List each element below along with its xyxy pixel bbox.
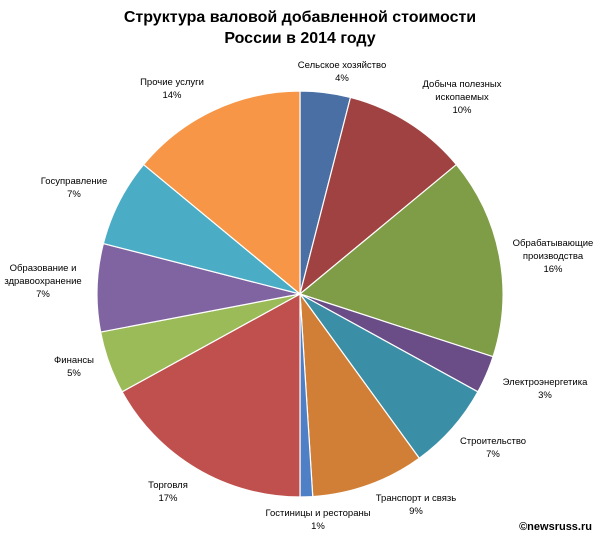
pie-slice-6 bbox=[299, 291, 421, 498]
pie-slice-12 bbox=[142, 90, 301, 296]
slice-label-5: Строительство 7% bbox=[460, 436, 526, 460]
slice-label-6: Транспорт и связь 9% bbox=[376, 493, 456, 517]
pie-slices bbox=[96, 90, 504, 498]
pie-slice-2 bbox=[298, 96, 458, 296]
chart-title: Структура валовой добавленной стоимости bbox=[124, 9, 476, 26]
slice-label-8: Торговля 17% bbox=[148, 480, 188, 504]
slice-label-10: Образование и здравоохранение 7% bbox=[4, 263, 81, 300]
watermark: ©newsruss.ru bbox=[519, 521, 592, 533]
slice-label-1: Сельское хозяйство 4% bbox=[298, 60, 387, 84]
slice-labels: Сельское хозяйство 4% Добыча полезных ископ… bbox=[4, 60, 593, 532]
slice-label-2: Добыча полезных ископаемых 10% bbox=[423, 79, 502, 116]
chart-subtitle: России в 2014 году bbox=[224, 30, 375, 47]
slice-label-9: Финансы 5% bbox=[54, 355, 94, 379]
slice-label-12: Прочие услуги 14% bbox=[140, 77, 204, 101]
slice-label-11: Госуправление 7% bbox=[41, 176, 108, 200]
slice-label-3: Обрабатывающие производства 16% bbox=[513, 238, 594, 275]
pie-slice-3 bbox=[298, 163, 504, 358]
pie-slice-8 bbox=[121, 292, 301, 498]
slice-label-7: Гостиницы и рестораны 1% bbox=[265, 508, 370, 532]
slice-label-4: Электроэнергетика 3% bbox=[503, 377, 588, 401]
